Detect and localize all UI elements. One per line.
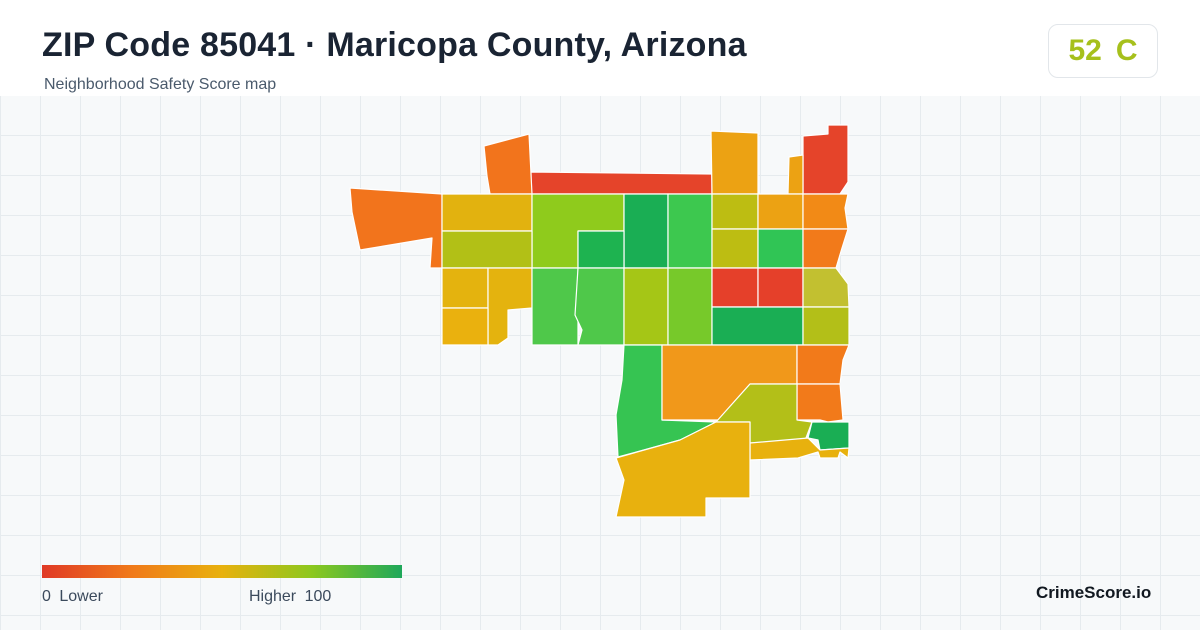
map-region[interactable] [749,437,850,461]
page-subtitle: Neighborhood Safety Score map [44,76,277,93]
map-region[interactable] [711,228,759,269]
map-region[interactable] [802,267,850,308]
map-region[interactable] [441,230,533,269]
map-region[interactable] [757,228,804,269]
map-region[interactable] [802,228,849,269]
map-region[interactable] [530,171,713,195]
map-region[interactable] [623,267,669,346]
map-region[interactable] [667,267,713,346]
map-region[interactable] [441,307,489,346]
map-region[interactable] [796,344,850,385]
map-region[interactable] [577,230,625,269]
score-badge: 52 C [1048,24,1158,78]
legend-min-value: 0 [42,588,51,605]
map-region[interactable] [441,267,489,309]
legend-low-label: 0 Lower [42,588,103,606]
brand-logo-text[interactable]: CrimeScore.io [1036,583,1152,602]
legend-high-text: Higher [249,588,297,605]
legend-low-text: Lower [59,588,103,605]
legend-max-value: 100 [304,588,332,605]
map-region[interactable] [711,267,759,308]
header: ZIP Code 85041 · Maricopa County, Arizon… [0,0,1200,96]
map-region[interactable] [574,267,625,346]
map-region[interactable] [710,130,759,195]
map-region[interactable] [667,193,713,269]
map-region[interactable] [615,421,751,518]
map-region[interactable] [531,267,579,346]
map-region[interactable] [796,383,844,423]
map-region[interactable] [487,267,533,346]
map-region[interactable] [623,193,669,269]
page-title: ZIP Code 85041 · Maricopa County, Arizon… [42,26,747,64]
map-region[interactable] [802,193,849,230]
map-region[interactable] [787,154,804,195]
map-region[interactable] [483,133,533,195]
map-region[interactable] [711,193,759,230]
map-region[interactable] [441,193,533,232]
legend-color-scale [42,565,402,578]
score-grade: C [1115,34,1138,67]
score-value: 52 [1068,34,1102,67]
map-region[interactable] [757,267,804,308]
map-region[interactable] [349,187,443,269]
map-region[interactable] [802,124,849,195]
map-region[interactable] [757,193,804,230]
legend-high-label: Higher 100 [249,588,331,606]
map-region[interactable] [711,306,804,346]
map-region[interactable] [802,306,850,346]
